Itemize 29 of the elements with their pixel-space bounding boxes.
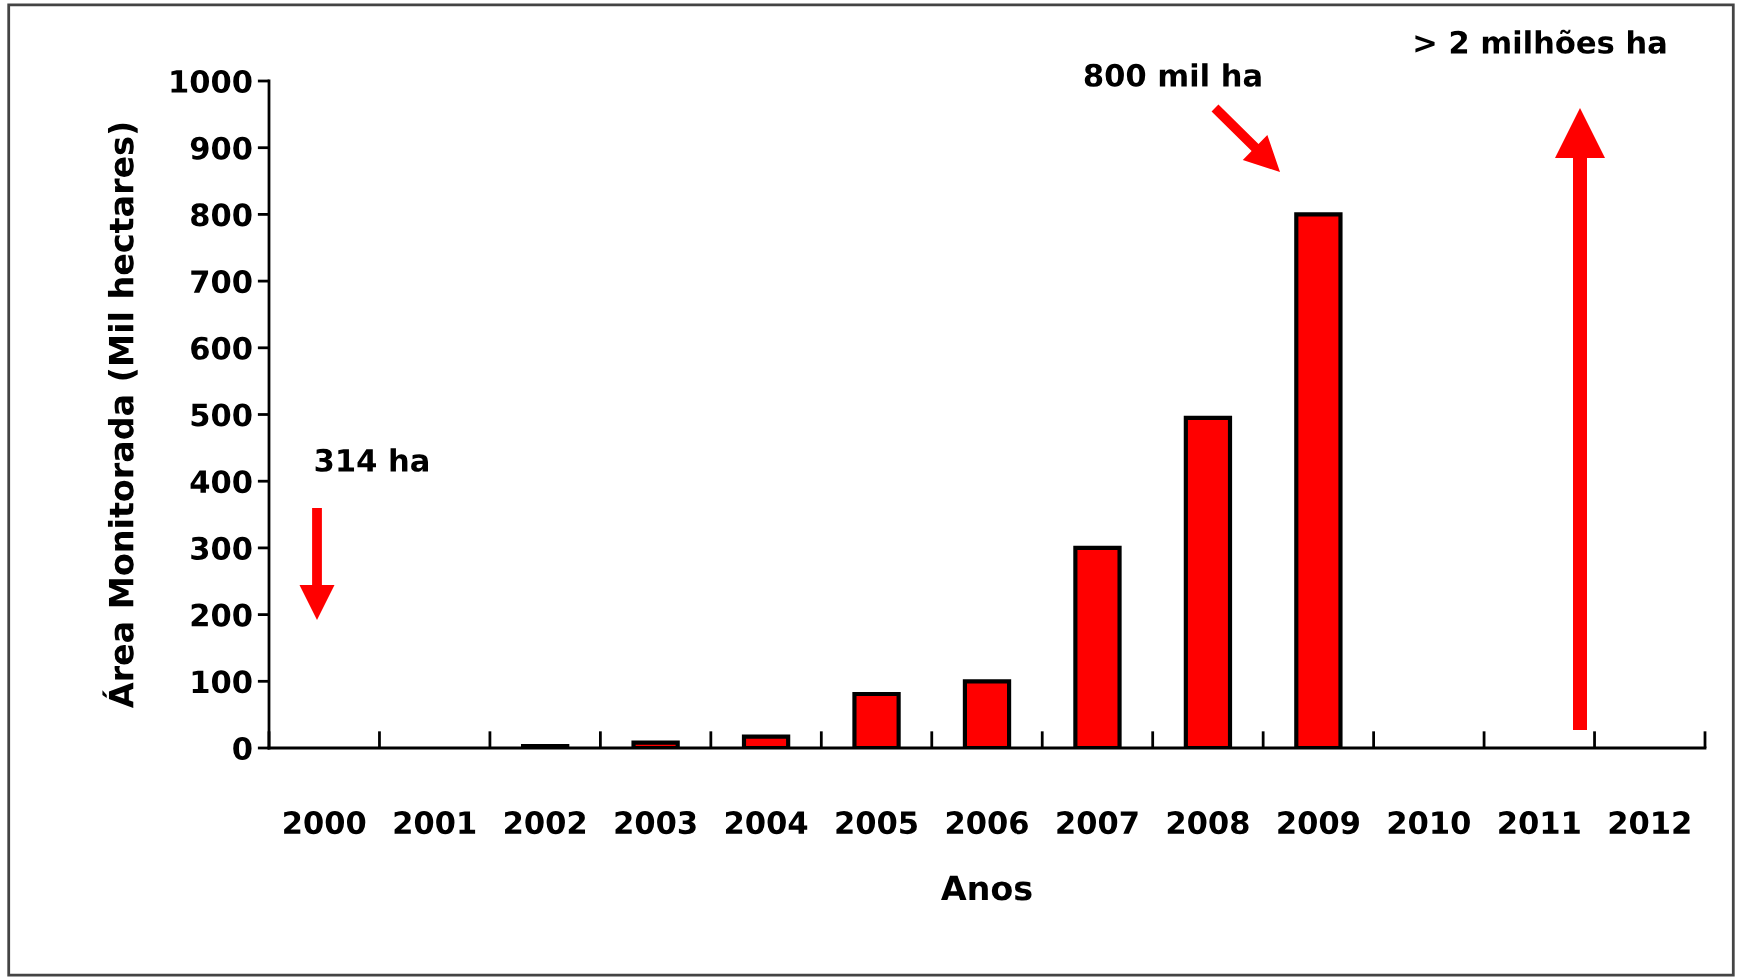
y-tick-label: 200 bbox=[191, 603, 252, 627]
x-tick-label: 2012 bbox=[1609, 811, 1690, 835]
x-tick-label: 2007 bbox=[1057, 811, 1138, 835]
annotation: 314 ha bbox=[315, 448, 428, 472]
annotation: 800 mil ha bbox=[1084, 63, 1261, 87]
x-tick-label: 2005 bbox=[836, 811, 917, 835]
x-tick-label: 2004 bbox=[725, 811, 808, 835]
y-tick-label: 900 bbox=[190, 136, 252, 160]
x-tick-label: 2010 bbox=[1388, 811, 1470, 835]
x-tick-label: 2003 bbox=[615, 811, 696, 835]
y-tick-label: 500 bbox=[191, 403, 252, 427]
x-tick-label: 2002 bbox=[505, 811, 586, 835]
x-tick-label: 2006 bbox=[946, 811, 1028, 835]
x-tick-label: 2000 bbox=[284, 811, 366, 835]
y-tick-label: 400 bbox=[190, 470, 252, 494]
y-axis-title: Área Monitorada (Mil hectares) bbox=[102, 123, 138, 709]
text: > 2 milhões ha bbox=[1415, 29, 1666, 54]
x-tick-label: 2008 bbox=[1167, 811, 1249, 835]
y-tick-label: 300 bbox=[191, 536, 252, 560]
x-axis-title: Anos bbox=[941, 875, 1032, 901]
x-tick-label: 2001 bbox=[394, 811, 476, 835]
y-tick-label: 0 bbox=[233, 736, 252, 761]
x-tick-label: 2009 bbox=[1278, 811, 1359, 835]
y-tick-label: 600 bbox=[191, 336, 252, 360]
y-tick-label: 800 bbox=[191, 203, 252, 227]
y-tick-label: 1000 bbox=[171, 69, 252, 94]
y-tick-label: 100 bbox=[192, 670, 252, 694]
y-tick-label: 700 bbox=[191, 270, 252, 294]
x-tick-label: 2011 bbox=[1499, 811, 1580, 835]
